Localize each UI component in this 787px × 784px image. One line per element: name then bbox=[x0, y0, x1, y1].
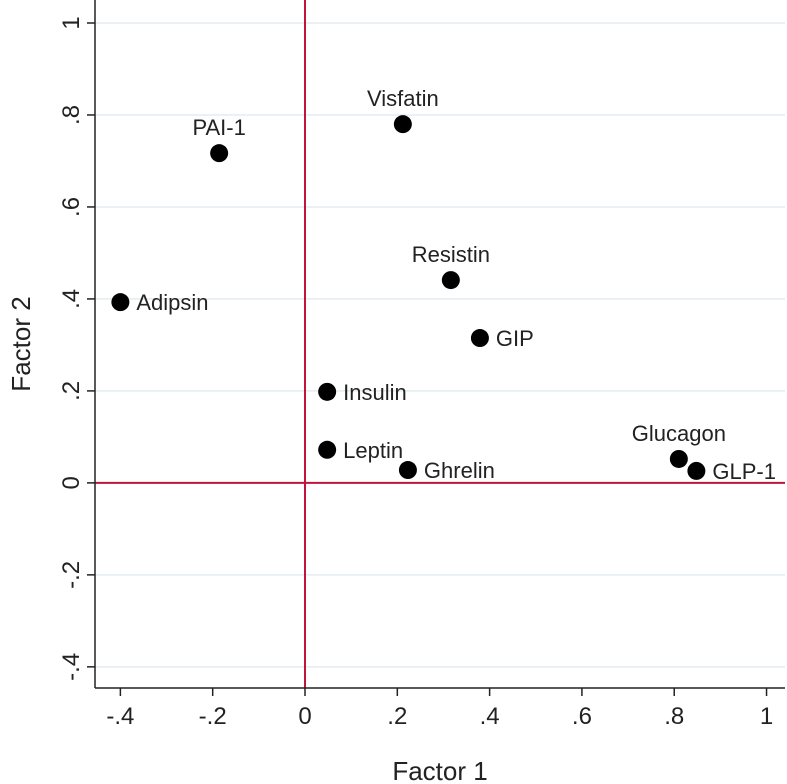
data-points: PAI-1 Visfatin Adipsin Resistin GIP Insulin Le… bbox=[111, 86, 776, 484]
x-tick-label: .6 bbox=[572, 703, 592, 730]
y-axis-title: Factor 2 bbox=[6, 296, 36, 391]
y-tick-label: -.4 bbox=[58, 653, 85, 681]
data-label: Ghrelin bbox=[424, 458, 495, 483]
data-point bbox=[687, 461, 706, 480]
data-label: Resistin bbox=[412, 242, 490, 267]
y-tick-label: .2 bbox=[58, 381, 85, 401]
data-point bbox=[393, 115, 412, 134]
data-label: Insulin bbox=[343, 380, 407, 405]
x-tick-label: .4 bbox=[480, 703, 500, 730]
y-tick-label: 1 bbox=[58, 16, 85, 29]
y-tick-label: .8 bbox=[58, 105, 85, 125]
x-tick-label: .2 bbox=[387, 703, 407, 730]
data-point bbox=[111, 293, 130, 312]
data-label: Glucagon bbox=[632, 421, 726, 446]
data-point bbox=[470, 329, 489, 348]
data-label: GLP-1 bbox=[712, 459, 776, 484]
x-tick-label: 0 bbox=[298, 703, 311, 730]
y-tick-label: .4 bbox=[58, 289, 85, 309]
x-axis-title: Factor 1 bbox=[392, 756, 487, 784]
data-point bbox=[398, 461, 417, 480]
y-tick-label: 0 bbox=[58, 476, 85, 489]
data-point bbox=[669, 449, 688, 468]
x-tick-label: -.4 bbox=[106, 703, 134, 730]
data-label: Leptin bbox=[343, 438, 403, 463]
x-tick-label: -.2 bbox=[199, 703, 227, 730]
y-tick-label: -.2 bbox=[58, 561, 85, 589]
x-tick-label: 1 bbox=[760, 703, 773, 730]
data-point bbox=[318, 440, 337, 459]
data-point bbox=[318, 382, 337, 401]
data-label: GIP bbox=[496, 326, 534, 351]
reference-lines bbox=[95, 0, 785, 688]
data-label: Adipsin bbox=[136, 290, 208, 315]
data-label: PAI-1 bbox=[192, 115, 245, 140]
data-label: Visfatin bbox=[367, 86, 439, 111]
y-tick-label: .6 bbox=[58, 197, 85, 217]
x-tick-label: .8 bbox=[664, 703, 684, 730]
data-point bbox=[441, 271, 460, 290]
axes: -.4 -.2 0 .2 .4 .6 .8 1 -.4 -.2 0 .2 .4 .6 .8 1 bbox=[58, 0, 785, 730]
data-point bbox=[210, 144, 229, 163]
